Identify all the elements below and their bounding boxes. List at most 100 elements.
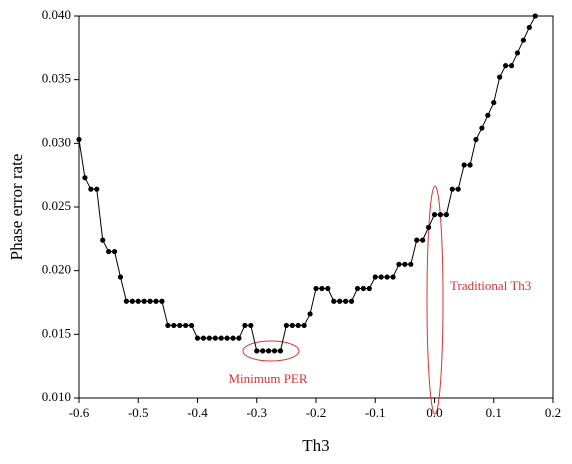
data-point [111,248,118,255]
data-point [165,322,171,329]
data-point [360,285,366,292]
data-point [443,212,449,218]
data-point [455,186,461,192]
data-point [206,335,212,341]
data-point [88,186,94,192]
x-tick-label: -0.6 [69,405,90,420]
data-point [319,285,325,292]
data-point [526,24,532,31]
data-point [497,74,503,80]
data-point [224,335,230,341]
y-tick-label: 0.015 [42,325,71,340]
data-point [159,298,165,304]
data-point [449,186,455,192]
data-point [520,37,526,43]
data-point [337,298,343,304]
y-tick-label: 0.040 [42,7,71,22]
data-point [343,298,349,304]
data-line [78,15,536,352]
y-tick-label: 0.035 [42,71,71,86]
data-point [313,285,319,292]
data-point [129,298,135,304]
data-point [177,322,183,329]
data-point [301,322,307,329]
data-point [331,298,337,304]
data-point [295,322,301,329]
data-point [153,298,159,304]
data-point [242,322,248,329]
data-point [503,63,509,69]
data-point [183,322,189,329]
data-point [171,322,177,329]
x-tick-label: -0.5 [128,405,149,420]
data-point [384,274,390,280]
data-point [514,50,521,56]
highlight-ellipse [426,185,444,415]
data-point [141,298,147,304]
data-point [431,212,438,218]
data-point [372,274,378,280]
data-point [307,311,313,317]
data-point [100,237,106,243]
data-point [117,274,124,280]
x-tick-label: 0.1 [486,405,502,420]
data-point [289,322,295,329]
data-point [396,261,402,267]
data-point [212,335,218,341]
data-point [236,335,242,341]
data-point [230,335,236,341]
data-point [254,348,260,354]
data-point [200,335,207,341]
data-point [82,175,88,181]
data-point [354,285,361,292]
x-tick-label: 0.2 [545,405,561,420]
data-point [218,335,224,341]
data-point [461,162,467,168]
annotation: Minimum PER [228,371,307,386]
data-point [508,63,515,69]
data-point [147,298,153,304]
x-tick-label: -0.1 [365,405,386,420]
y-axis-title: Phase error rate [7,154,26,261]
data-point [425,224,432,230]
x-axis-title: Th3 [302,436,329,455]
y-tick-label: 0.030 [42,134,71,149]
y-tick-label: 0.025 [42,198,71,213]
data-point [414,237,420,243]
data-point [135,298,141,304]
data-point [260,348,266,354]
data-point [123,298,129,304]
data-point [402,261,408,267]
data-point [420,237,426,243]
data-point [485,112,491,118]
y-tick-label: 0.010 [42,389,71,404]
data-point [479,125,485,131]
data-point [283,322,289,329]
data-point [348,298,355,304]
data-point [271,348,278,354]
data-point [437,212,444,218]
data-point [491,99,497,106]
data-point [366,285,372,292]
data-point [378,274,384,280]
data-point [194,335,201,341]
data-point [248,322,254,329]
x-tick-label: -0.4 [187,405,208,420]
data-point [467,162,473,168]
data-point [266,348,272,354]
data-point [408,261,414,267]
annotation: Traditional Th3 [450,278,531,293]
data-point [277,348,284,354]
data-point [473,136,479,143]
data-point [325,285,331,292]
y-tick-label: 0.020 [42,262,71,277]
x-tick-label: 0.0 [426,405,442,420]
data-point [94,186,100,192]
data-point [390,274,396,280]
data-point [532,13,538,19]
highlight-ellipse [242,340,300,362]
x-tick-label: -0.3 [246,405,267,420]
plot-frame [78,15,554,399]
data-point [106,248,112,255]
